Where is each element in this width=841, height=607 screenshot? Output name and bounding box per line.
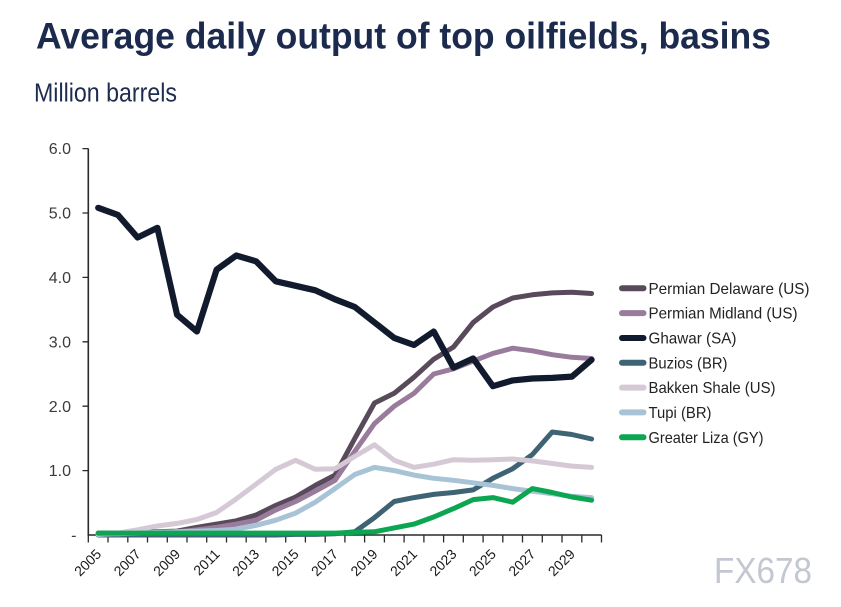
svg-text:Ghawar (SA): Ghawar (SA) — [649, 331, 737, 348]
svg-text:2021: 2021 — [387, 546, 420, 579]
svg-text:2005: 2005 — [71, 546, 104, 579]
svg-text:6.0: 6.0 — [49, 141, 71, 158]
svg-text:Million barrels: Million barrels — [34, 80, 177, 108]
svg-text:Buzios (BR): Buzios (BR) — [649, 355, 728, 372]
svg-text:2023: 2023 — [426, 546, 459, 579]
svg-text:2017: 2017 — [308, 546, 341, 579]
svg-text:4.0: 4.0 — [49, 270, 71, 287]
svg-text:Average daily output of top oi: Average daily output of top oilfields, b… — [36, 16, 771, 57]
svg-text:2025: 2025 — [466, 546, 499, 579]
svg-text:2015: 2015 — [268, 546, 301, 579]
svg-text:2029: 2029 — [545, 546, 578, 579]
svg-text:1.0: 1.0 — [49, 463, 71, 480]
svg-text:2027: 2027 — [505, 546, 538, 579]
svg-text:-: - — [71, 528, 76, 545]
svg-text:2.0: 2.0 — [49, 399, 71, 416]
svg-text:Bakken Shale (US): Bakken Shale (US) — [649, 380, 776, 397]
svg-text:2009: 2009 — [150, 546, 183, 579]
svg-text:3.0: 3.0 — [49, 334, 71, 351]
svg-text:2019: 2019 — [347, 546, 380, 579]
svg-text:Permian Midland (US): Permian Midland (US) — [649, 306, 798, 323]
svg-text:2007: 2007 — [110, 546, 143, 579]
svg-text:Greater Liza (GY): Greater Liza (GY) — [649, 430, 764, 447]
svg-text:2013: 2013 — [229, 546, 262, 579]
svg-text:2011: 2011 — [190, 546, 223, 579]
svg-text:Tupi (BR): Tupi (BR) — [649, 405, 712, 422]
svg-text:Permian Delaware (US): Permian Delaware (US) — [649, 281, 810, 298]
svg-text:FX678: FX678 — [714, 550, 812, 591]
svg-text:5.0: 5.0 — [49, 206, 71, 223]
